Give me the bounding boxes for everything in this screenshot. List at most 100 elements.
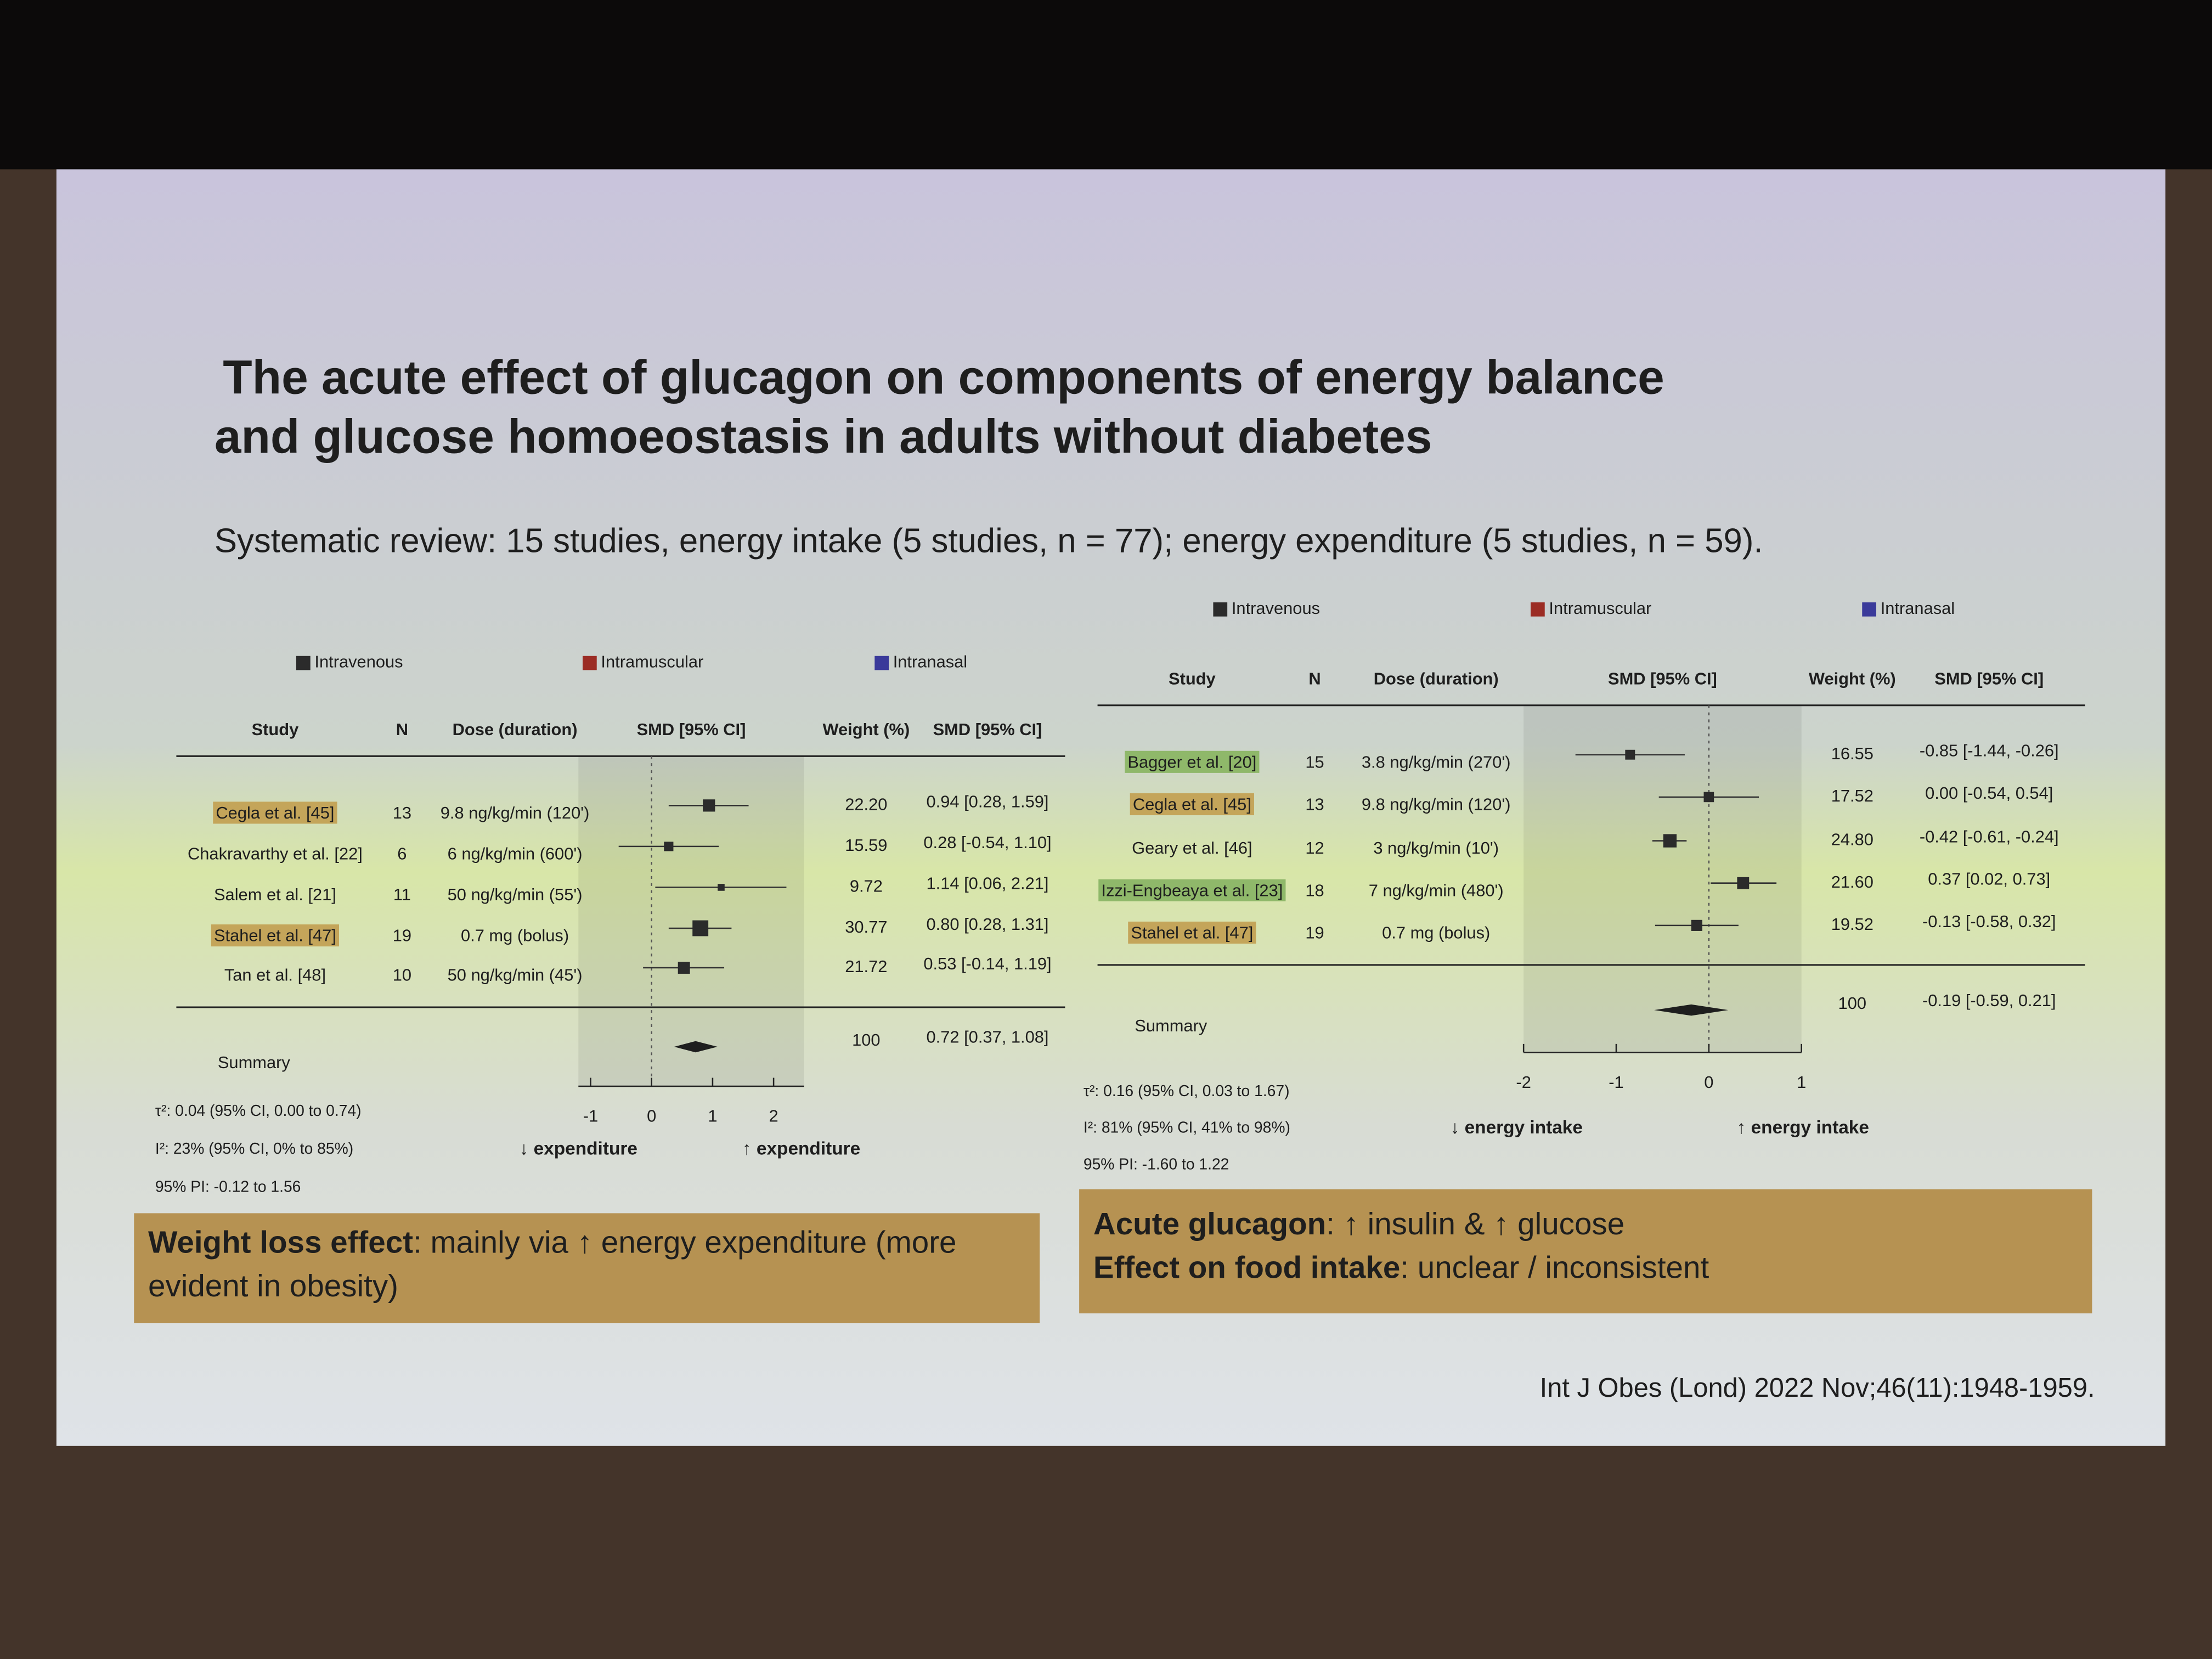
- n-cell: 18: [1305, 881, 1324, 900]
- study-highlight: [1128, 921, 1256, 944]
- study-highlight: [1098, 879, 1286, 901]
- callout-bold: Weight loss effect: [148, 1224, 414, 1260]
- smd-label: 0.37 [0.02, 0.73]: [1928, 870, 2050, 889]
- dose-cell: 50 ng/kg/min (55'): [448, 885, 583, 904]
- heterogeneity-stat: I²: 81% (95% CI, 41% to 98%): [1084, 1119, 1290, 1136]
- summary-diamond: [674, 1041, 718, 1053]
- smd-label: 0.80 [0.28, 1.31]: [927, 915, 1049, 934]
- n-cell: 6: [397, 844, 407, 863]
- weight-cell: 21.72: [845, 957, 887, 976]
- ceiling: [0, 0, 2212, 170]
- weight-cell: 24.80: [1831, 830, 1874, 849]
- x-tick-label: -2: [1516, 1073, 1531, 1092]
- n-cell: 10: [393, 966, 411, 985]
- legend-swatch: [1531, 602, 1545, 617]
- column-header: Weight (%): [822, 720, 910, 739]
- x-tick-label: -1: [1609, 1073, 1623, 1092]
- study-highlight: [1130, 793, 1255, 816]
- slide-title: The acute effect of glucagon on componen…: [223, 350, 1664, 404]
- point-estimate: [1663, 834, 1677, 848]
- study-name: Chakravarthy et al. [22]: [188, 844, 363, 863]
- column-header: Study: [1169, 669, 1216, 689]
- weight-cell: 19.52: [1831, 915, 1874, 934]
- study-name: Bagger et al. [20]: [1127, 752, 1256, 771]
- dose-cell: 0.7 mg (bolus): [1382, 923, 1490, 942]
- heterogeneity-stat: 95% PI: -0.12 to 1.56: [155, 1178, 301, 1195]
- callout-line: Effect on food intake: unclear / inconsi…: [1093, 1247, 2081, 1290]
- smd-label: -0.85 [-1.44, -0.26]: [1920, 741, 2059, 760]
- n-cell: 19: [1305, 923, 1324, 942]
- heterogeneity-stat: 95% PI: -1.60 to 1.22: [1084, 1155, 1229, 1172]
- n-cell: 11: [393, 885, 411, 904]
- summary-weight: 100: [852, 1030, 880, 1049]
- n-cell: 13: [1305, 794, 1324, 814]
- column-header: SMD [95% CI]: [1608, 669, 1717, 689]
- column-header: N: [396, 720, 408, 739]
- study-name: Cegla et al. [45]: [216, 803, 334, 822]
- plots: Intravenous Intramuscular Intranasal Study N…: [155, 599, 2085, 1195]
- heterogeneity-stat: I²: 23% (95% CI, 0% to 85%): [155, 1139, 353, 1157]
- summary-weight: 100: [1838, 994, 1866, 1013]
- study-highlight: [213, 802, 337, 824]
- smd-label: -0.13 [-0.58, 0.32]: [1922, 912, 2056, 931]
- dose-cell: 0.7 mg (bolus): [461, 926, 569, 945]
- plot-shade: [578, 756, 804, 1086]
- dose-cell: 3 ng/kg/min (10'): [1373, 838, 1499, 857]
- n-cell: 15: [1305, 752, 1324, 771]
- callout: Acute glucagon: ↑ insulin & ↑ glucose Ef…: [1093, 1203, 2081, 1290]
- n-cell: 12: [1305, 838, 1324, 857]
- x-axis-label: ↑ energy intake: [1737, 1118, 1869, 1138]
- smd-label: -0.42 [-0.61, -0.24]: [1920, 827, 2059, 847]
- legend-swatch: [1862, 602, 1876, 617]
- callout-bold: Acute glucagon: [1093, 1206, 1327, 1242]
- smd-label: 0.28 [-0.54, 1.10]: [923, 833, 1051, 852]
- weight-cell: 15.59: [845, 836, 887, 855]
- study-highlight: [1125, 751, 1260, 773]
- citation: Int J Obes (Lond) 2022 Nov;46(11):1948-1…: [1540, 1373, 2095, 1403]
- x-axis-label: ↓ energy intake: [1451, 1118, 1583, 1138]
- subtitle: Systematic review: 15 studies, energy in…: [215, 522, 1763, 560]
- heterogeneity-stat: τ²: 0.16 (95% CI, 0.03 to 1.67): [1084, 1082, 1290, 1099]
- x-tick-label: -1: [583, 1107, 598, 1126]
- callout: Weight loss effect: mainly via ↑ energy …: [148, 1224, 957, 1304]
- summary-label: Summary: [1135, 1016, 1207, 1035]
- legend-swatch: [874, 656, 889, 670]
- legend-label: Intranasal: [893, 652, 967, 672]
- x-axis-label: ↓ expenditure: [520, 1139, 637, 1159]
- study-highlight: [211, 924, 340, 947]
- point-estimate: [1691, 919, 1703, 931]
- summary-smd: 0.72 [0.37, 1.08]: [927, 1028, 1049, 1047]
- weight-cell: 9.72: [850, 877, 883, 896]
- n-cell: 13: [393, 803, 411, 822]
- callout-rest: : unclear / inconsistent: [1400, 1249, 1709, 1285]
- legend-swatch: [1213, 602, 1228, 617]
- callout-box: [134, 1213, 1040, 1323]
- weight-cell: 30.77: [845, 917, 887, 936]
- point-estimate: [703, 799, 715, 812]
- smd-label: 1.14 [0.06, 2.21]: [927, 873, 1049, 893]
- point-estimate: [692, 920, 709, 936]
- callout-rest: : mainly via ↑ energy expenditure (more …: [148, 1224, 957, 1304]
- study-name: Tan et al. [48]: [224, 966, 326, 985]
- study-name: Stahel et al. [47]: [214, 926, 336, 945]
- point-estimate: [1703, 792, 1714, 803]
- smd-label: 0.53 [-0.14, 1.19]: [923, 954, 1051, 973]
- x-tick-label: 1: [708, 1107, 717, 1126]
- column-header: Study: [252, 720, 299, 739]
- slide-title: and glucose homoeostasis in adults witho…: [215, 409, 1432, 463]
- x-tick-label: 2: [769, 1107, 778, 1126]
- study-name: Stahel et al. [47]: [1131, 923, 1253, 942]
- dose-cell: 9.8 ng/kg/min (120'): [1362, 794, 1511, 814]
- point-estimate: [1625, 749, 1635, 760]
- column-header: N: [1308, 669, 1321, 689]
- callout-line: Acute glucagon: ↑ insulin & ↑ glucose: [1093, 1203, 2081, 1246]
- summary-smd: -0.19 [-0.59, 0.21]: [1922, 991, 2056, 1010]
- dose-cell: 6 ng/kg/min (600'): [448, 844, 583, 863]
- plot-shade: [1523, 705, 1802, 1053]
- weight-cell: 16.55: [1831, 744, 1874, 763]
- x-tick-label: 0: [647, 1107, 656, 1126]
- x-tick-label: 0: [1704, 1073, 1713, 1092]
- callout-box: [1079, 1189, 2092, 1313]
- column-header: Dose (duration): [453, 720, 578, 739]
- callout-rest: : ↑ insulin & ↑ glucose: [1326, 1206, 1625, 1242]
